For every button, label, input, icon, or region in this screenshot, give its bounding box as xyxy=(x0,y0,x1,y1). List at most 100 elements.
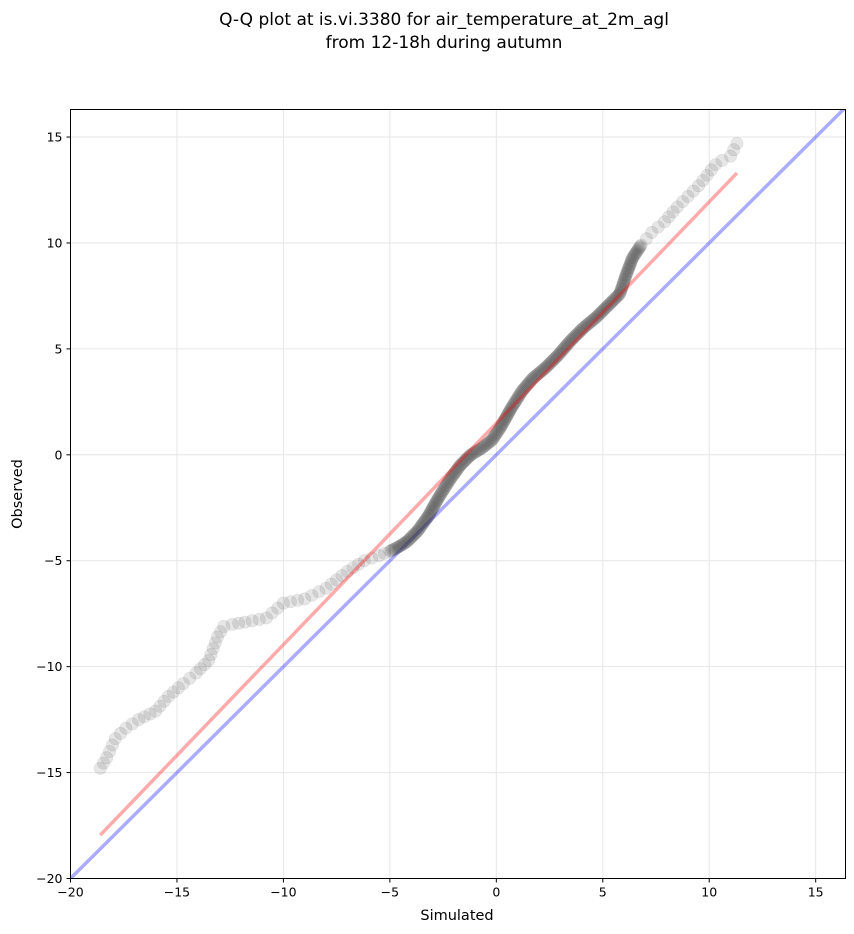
qq-point xyxy=(495,418,509,432)
qq-point xyxy=(335,569,349,583)
qq-point xyxy=(589,310,603,324)
qq-point xyxy=(485,433,499,447)
qq-point xyxy=(238,615,252,629)
y-tick-label: −5 xyxy=(44,553,62,568)
qq-point xyxy=(700,168,714,182)
y-tick-label: 0 xyxy=(55,447,63,462)
qq-point xyxy=(425,503,439,517)
plot-content xyxy=(70,109,846,879)
qq-point xyxy=(176,677,190,691)
qq-point xyxy=(541,358,555,372)
qq-point xyxy=(567,330,581,344)
qq-point xyxy=(676,195,690,209)
qq-point xyxy=(437,482,451,496)
qq-point xyxy=(512,388,526,402)
qq-point xyxy=(424,504,438,518)
qq-point xyxy=(593,307,607,321)
qq-point xyxy=(232,616,246,630)
qq-point xyxy=(494,419,508,433)
qq-point xyxy=(480,437,494,451)
x-tick-label: −15 xyxy=(164,885,190,900)
qq-point xyxy=(484,434,498,448)
y-tick-label: −15 xyxy=(36,765,62,780)
qq-point xyxy=(265,606,279,620)
plot-frame xyxy=(70,109,846,879)
qq-point xyxy=(549,350,563,364)
qq-point xyxy=(389,541,403,555)
qq-point xyxy=(658,215,672,229)
qq-point xyxy=(365,551,379,565)
qq-point xyxy=(114,726,128,740)
qq-point xyxy=(727,143,741,157)
qq-point xyxy=(606,293,620,307)
qq-point xyxy=(466,446,480,460)
qq-point xyxy=(413,520,427,534)
qq-point xyxy=(491,424,505,438)
qq-point xyxy=(508,396,522,410)
qq-point xyxy=(558,340,572,354)
qq-point xyxy=(553,346,567,360)
qq-point xyxy=(276,596,290,610)
qq-point xyxy=(569,328,583,342)
x-tick-label: 15 xyxy=(808,885,824,900)
qq-point xyxy=(462,450,476,464)
qq-point xyxy=(103,744,117,758)
qq-point xyxy=(604,295,618,309)
qq-point xyxy=(662,210,676,224)
qq-point xyxy=(508,395,522,409)
qq-point xyxy=(397,536,411,550)
qq-point xyxy=(416,517,430,531)
qq-point xyxy=(446,468,460,482)
qq-point xyxy=(500,409,514,423)
qq-point xyxy=(538,361,552,375)
qq-point xyxy=(503,404,517,418)
qq-point xyxy=(696,173,710,187)
qq-point xyxy=(505,400,519,414)
qq-point xyxy=(394,538,408,552)
qq-point xyxy=(584,315,598,329)
qq-point xyxy=(530,368,544,382)
qq-point xyxy=(513,387,527,401)
qq-point xyxy=(455,456,469,470)
qq-point xyxy=(618,272,632,286)
qq-point xyxy=(487,430,501,444)
qq-point xyxy=(588,311,602,325)
qq-point xyxy=(666,205,680,219)
qq-point xyxy=(498,413,512,427)
qq-point xyxy=(544,356,558,370)
qq-point xyxy=(137,710,151,724)
y-tick-label: 10 xyxy=(47,235,63,250)
qq-point xyxy=(417,515,431,529)
qq-point xyxy=(613,287,627,301)
qq-point xyxy=(472,443,486,457)
qq-point xyxy=(624,255,638,269)
qq-point xyxy=(391,540,405,554)
qq-point xyxy=(576,322,590,336)
qq-point xyxy=(488,429,502,443)
qq-point xyxy=(564,333,578,347)
qq-point xyxy=(559,339,573,353)
qq-point xyxy=(100,751,114,765)
qq-point xyxy=(573,324,587,338)
qq-point xyxy=(561,337,575,351)
qq-point xyxy=(433,489,447,503)
qq-point xyxy=(401,534,415,548)
qq-point xyxy=(473,442,487,456)
qq-point xyxy=(610,290,624,304)
qq-point xyxy=(97,756,111,770)
qq-point xyxy=(619,269,633,283)
qq-point xyxy=(405,529,419,543)
y-tick-label: 5 xyxy=(55,341,63,356)
qq-point xyxy=(681,189,695,203)
qq-point xyxy=(464,448,478,462)
qq-point xyxy=(715,153,729,167)
qq-point xyxy=(346,561,360,575)
qq-point xyxy=(623,256,637,270)
qq-point xyxy=(543,357,557,371)
qq-point xyxy=(600,300,614,314)
qq-point xyxy=(245,614,259,628)
qq-point xyxy=(556,343,570,357)
qq-point xyxy=(599,301,613,315)
qq-point xyxy=(430,494,444,508)
qq-point xyxy=(616,277,630,291)
